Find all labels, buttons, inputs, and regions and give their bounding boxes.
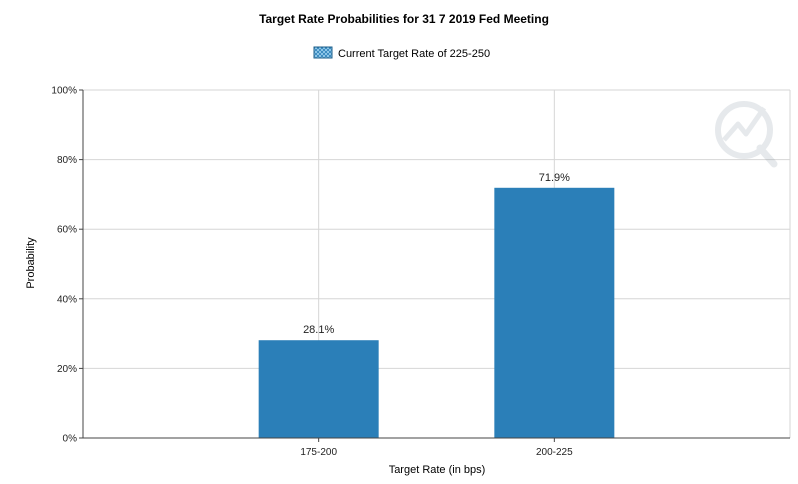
x-axis-label: Target Rate (in bps) [389,464,486,476]
bar-175-200 [258,340,379,438]
x-tick-labels: 175-200 200-225 [300,438,573,458]
watermark-logo [715,101,778,168]
legend-label: Current Target Rate of 225-250 [338,48,490,60]
bar-200-225 [494,187,615,438]
y-tick-label: 80% [57,155,77,166]
gridlines [79,89,791,439]
bars [258,187,615,438]
bar-value-label: 71.9% [539,172,570,184]
bar-value-label: 28.1% [303,324,334,336]
y-axis-label: Probability [25,237,37,289]
y-tick-label: 60% [57,225,77,236]
y-tick-label: 40% [57,294,77,305]
y-tick-label: 0% [63,434,78,445]
y-tick-labels: 0% 20% 40% 60% 80% 100% [51,86,77,445]
chart-title: Target Rate Probabilities for 31 7 2019 … [259,12,549,26]
legend-swatch [313,46,333,59]
x-tick-label: 200-225 [536,447,573,458]
data-labels: 28.1% 71.9% [303,172,570,336]
y-tick-label: 20% [57,364,77,375]
y-tick-label: 100% [51,86,77,97]
x-tick-label: 175-200 [300,447,337,458]
legend: Current Target Rate of 225-250 [313,46,490,60]
